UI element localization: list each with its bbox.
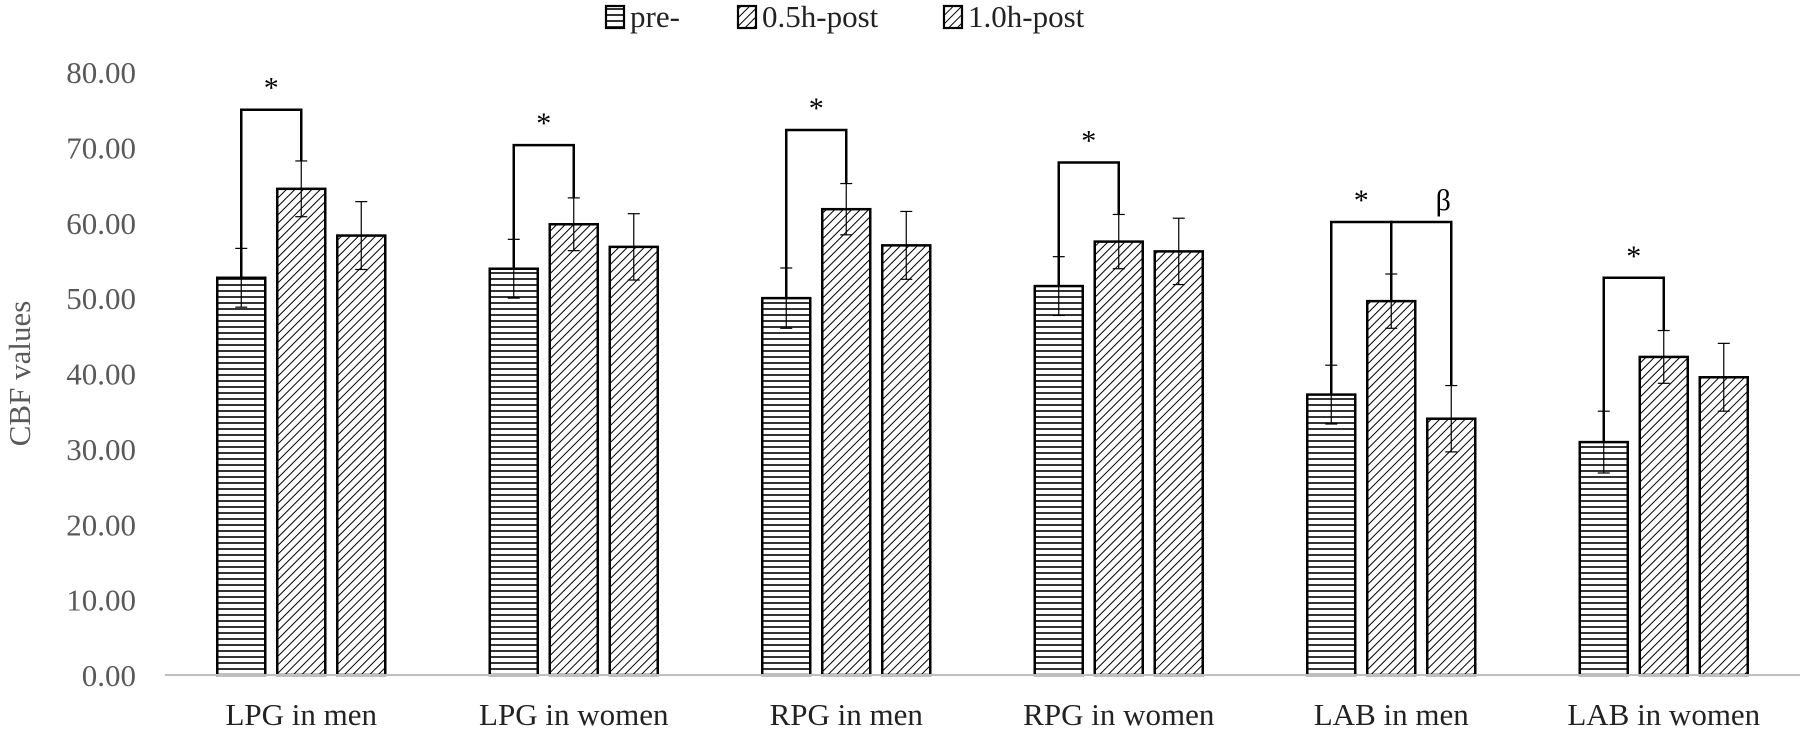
- significance-label: *: [1626, 240, 1641, 273]
- significance-bracket: *: [785, 92, 848, 299]
- y-tick-label: 20.00: [66, 507, 136, 542]
- legend: pre- 0.5h-post 1.0h-post: [604, 0, 1085, 34]
- y-tick-label: 60.00: [66, 206, 136, 241]
- significance-bracket: β: [1390, 184, 1453, 386]
- significance-bracket: *: [240, 72, 303, 278]
- y-tick-label: 70.00: [66, 130, 136, 165]
- category-label: LPG in men: [225, 697, 377, 732]
- y-tick-label: 30.00: [66, 432, 136, 467]
- bar-pre-: [216, 276, 267, 677]
- category-label: LAB in women: [1567, 697, 1760, 732]
- legend-item: 0.5h-post: [736, 0, 879, 34]
- bar-pre-: [1033, 284, 1084, 677]
- error-bar: [1172, 217, 1185, 286]
- bar-0.5h-post: [548, 223, 599, 677]
- bars: [216, 160, 1749, 677]
- bar-0.5h-post: [276, 187, 327, 677]
- bar-0.5h-post: [1366, 299, 1417, 677]
- bar-0.5h-post: [1093, 240, 1144, 677]
- y-tick-label: 80.00: [66, 55, 136, 90]
- error-bar: [900, 210, 913, 280]
- category-label: RPG in men: [770, 697, 924, 732]
- bar-1.0h-post: [881, 244, 932, 677]
- significance-label: *: [809, 92, 824, 125]
- significance-label: *: [264, 72, 279, 105]
- significance-bracket: *: [512, 107, 575, 269]
- bar-pre-: [1578, 440, 1629, 677]
- significance-label: *: [1081, 124, 1096, 157]
- bar-pre-: [488, 267, 539, 677]
- error-bar: [355, 201, 368, 271]
- bar-1.0h-post: [1153, 250, 1204, 677]
- bar-1.0h-post: [336, 234, 387, 677]
- bar-1.0h-post: [1426, 417, 1477, 677]
- bar-pre-: [1306, 393, 1357, 677]
- legend-label: pre-: [630, 0, 680, 34]
- significance-label: *: [536, 107, 551, 140]
- y-tick-label: 0.00: [82, 658, 136, 693]
- legend-label: 0.5h-post: [762, 0, 879, 34]
- y-axis: 0.00 10.00 20.00 30.00 40.00 50.00 60.00 70.00 8…: [2, 55, 136, 693]
- significance-bracket: *: [1057, 124, 1120, 287]
- legend-item: 1.0h-post: [942, 0, 1085, 34]
- legend-item: pre-: [604, 0, 680, 34]
- bar-0.5h-post: [1638, 355, 1689, 677]
- bar-pre-: [761, 296, 812, 677]
- y-tick-label: 50.00: [66, 281, 136, 316]
- legend-swatch: [604, 4, 626, 30]
- significance-bracket: *: [1602, 240, 1665, 443]
- legend-swatch: [736, 4, 758, 30]
- legend-swatch: [942, 4, 964, 30]
- significance-label: *: [1354, 184, 1369, 217]
- y-tick-label: 10.00: [66, 583, 136, 618]
- category-label: LAB in men: [1314, 697, 1469, 732]
- bar-1.0h-post: [1698, 376, 1749, 677]
- error-bar: [1717, 342, 1730, 412]
- legend-label: 1.0h-post: [968, 0, 1085, 34]
- category-label: RPG in women: [1023, 697, 1215, 732]
- significance-label: β: [1436, 184, 1451, 217]
- bar-0.5h-post: [821, 207, 872, 677]
- bar-1.0h-post: [608, 245, 659, 677]
- y-tick-label: 40.00: [66, 357, 136, 392]
- category-label: LPG in women: [479, 697, 669, 732]
- error-bar: [627, 213, 640, 281]
- significance-annotations: * * * * * β *: [240, 72, 1665, 443]
- x-axis: LPG in men LPG in women RPG in men RPG in w…: [165, 674, 1800, 732]
- y-axis-label: CBF values: [2, 301, 37, 447]
